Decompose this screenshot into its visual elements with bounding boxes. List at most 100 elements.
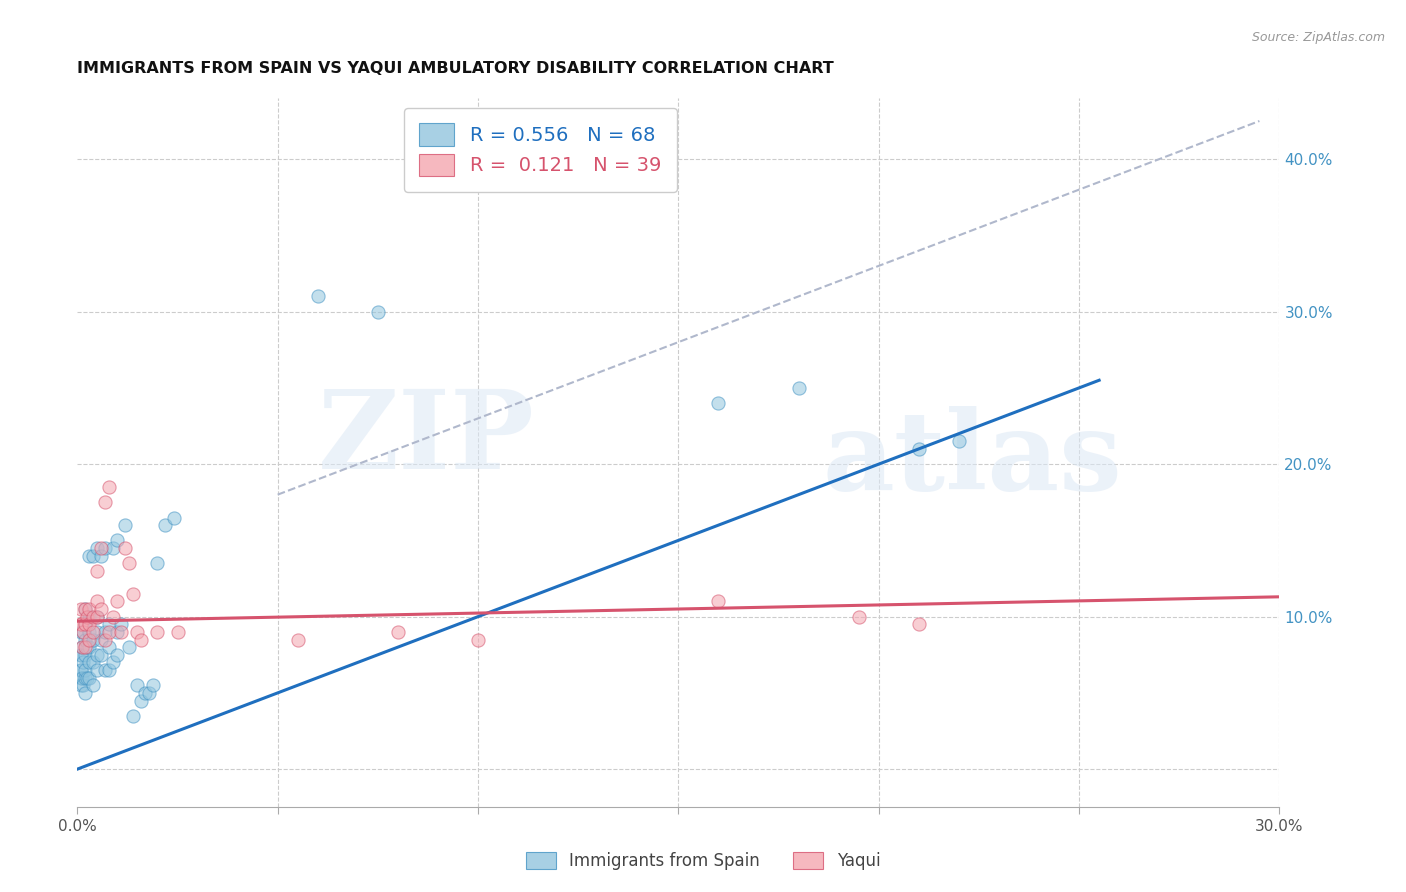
- Point: [75, 632, 97, 647]
- Point: [134, 686, 156, 700]
- Point: [367, 304, 389, 318]
- Point: [103, 656, 125, 670]
- Point: [75, 602, 97, 616]
- Point: [146, 624, 169, 639]
- Point: [79, 602, 101, 616]
- Point: [82, 609, 104, 624]
- Point: [86, 609, 108, 624]
- Point: [908, 442, 931, 456]
- Point: [90, 632, 112, 647]
- Point: [86, 663, 108, 677]
- Point: [90, 549, 112, 563]
- Legend: Immigrants from Spain, Yaqui: Immigrants from Spain, Yaqui: [519, 845, 887, 877]
- Point: [166, 624, 188, 639]
- Point: [94, 663, 117, 677]
- Point: [75, 617, 97, 632]
- Point: [114, 541, 136, 555]
- Point: [76, 671, 98, 685]
- Point: [73, 671, 96, 685]
- Point: [79, 632, 101, 647]
- Point: [110, 624, 132, 639]
- Point: [127, 624, 149, 639]
- Point: [307, 289, 329, 303]
- Point: [72, 656, 94, 670]
- Point: [287, 632, 309, 647]
- Point: [69, 617, 91, 632]
- Point: [79, 656, 101, 670]
- Point: [70, 663, 93, 677]
- Point: [79, 609, 101, 624]
- Point: [94, 632, 117, 647]
- Point: [79, 549, 101, 563]
- Point: [98, 624, 121, 639]
- Point: [467, 632, 489, 647]
- Point: [127, 678, 149, 692]
- Point: [70, 663, 93, 677]
- Point: [70, 602, 93, 616]
- Point: [948, 434, 970, 449]
- Point: [82, 632, 104, 647]
- Point: [82, 549, 104, 563]
- Point: [107, 648, 129, 662]
- Point: [146, 556, 169, 570]
- Point: [908, 617, 931, 632]
- Point: [107, 624, 129, 639]
- Point: [94, 624, 117, 639]
- Point: [86, 624, 108, 639]
- Point: [79, 671, 101, 685]
- Point: [94, 495, 117, 509]
- Point: [131, 693, 153, 707]
- Point: [86, 541, 108, 555]
- Point: [79, 617, 101, 632]
- Point: [98, 640, 121, 654]
- Point: [75, 602, 97, 616]
- Point: [86, 594, 108, 608]
- Point: [70, 678, 93, 692]
- Point: [98, 480, 121, 494]
- Point: [75, 640, 97, 654]
- Point: [70, 617, 93, 632]
- Point: [72, 624, 94, 639]
- Point: [707, 396, 730, 410]
- Point: [107, 594, 129, 608]
- Point: [90, 602, 112, 616]
- Point: [86, 609, 108, 624]
- Point: [138, 686, 160, 700]
- Point: [70, 640, 93, 654]
- Point: [75, 617, 97, 632]
- Point: [75, 663, 97, 677]
- Point: [70, 671, 93, 685]
- Point: [82, 678, 104, 692]
- Point: [82, 624, 104, 639]
- Point: [114, 518, 136, 533]
- Point: [118, 640, 141, 654]
- Point: [142, 678, 165, 692]
- Point: [72, 624, 94, 639]
- Point: [70, 624, 93, 639]
- Text: atlas: atlas: [823, 406, 1122, 513]
- Point: [86, 648, 108, 662]
- Point: [103, 609, 125, 624]
- Point: [75, 648, 97, 662]
- Point: [70, 640, 93, 654]
- Point: [90, 648, 112, 662]
- Text: Source: ZipAtlas.com: Source: ZipAtlas.com: [1251, 31, 1385, 45]
- Point: [79, 640, 101, 654]
- Point: [98, 617, 121, 632]
- Point: [86, 564, 108, 578]
- Point: [98, 663, 121, 677]
- Point: [118, 556, 141, 570]
- Text: ZIP: ZIP: [318, 385, 534, 492]
- Point: [155, 518, 177, 533]
- Point: [69, 671, 91, 685]
- Point: [94, 541, 117, 555]
- Point: [79, 624, 101, 639]
- Point: [75, 686, 97, 700]
- Point: [707, 594, 730, 608]
- Point: [787, 381, 810, 395]
- Point: [70, 648, 93, 662]
- Point: [131, 632, 153, 647]
- Point: [69, 648, 91, 662]
- Point: [122, 708, 145, 723]
- Text: IMMIGRANTS FROM SPAIN VS YAQUI AMBULATORY DISABILITY CORRELATION CHART: IMMIGRANTS FROM SPAIN VS YAQUI AMBULATOR…: [77, 61, 834, 76]
